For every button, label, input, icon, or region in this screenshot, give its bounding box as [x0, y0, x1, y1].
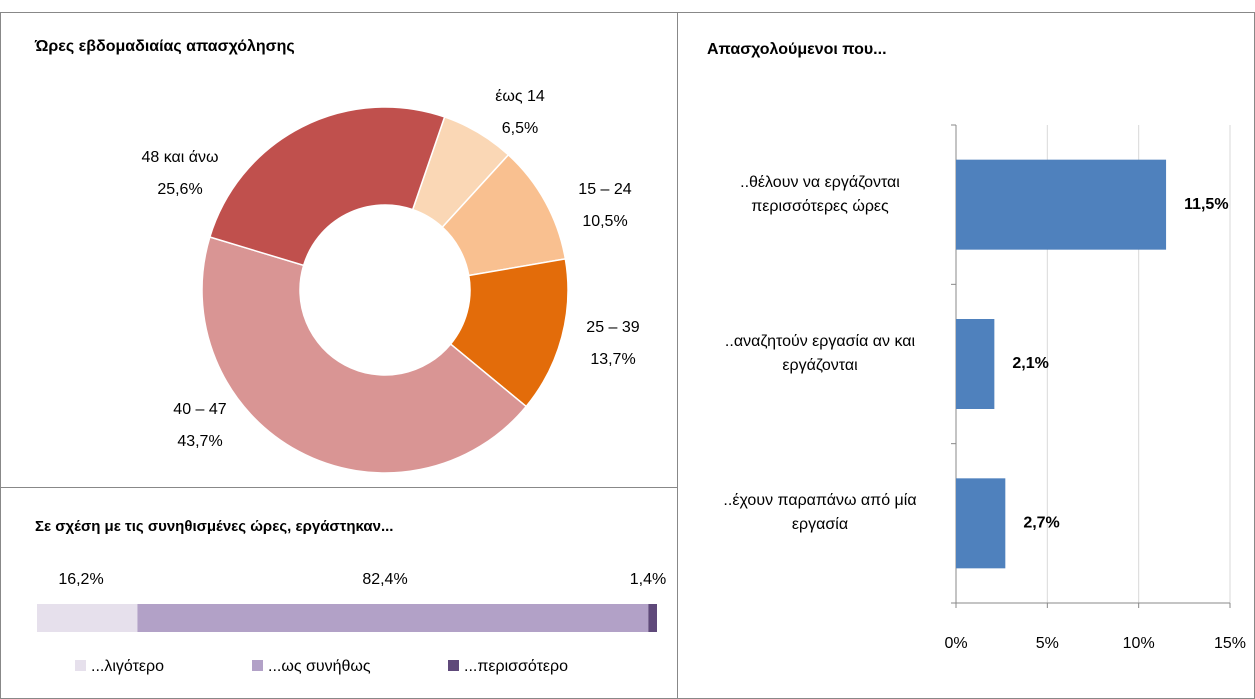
slice-label: 25 – 39	[586, 319, 639, 336]
category-label-box: ..αναζητούν εργασία αν και εργάζονται	[724, 333, 916, 374]
slice-label: 40 – 47	[173, 401, 226, 418]
slice-value-label: 43,7%	[177, 433, 222, 450]
slice-label: έως 14	[495, 88, 545, 105]
legend-label: ...ως συνήθως	[268, 658, 371, 675]
stack-segment	[137, 604, 649, 632]
x-tick-label: 15%	[1214, 635, 1246, 652]
segment-label: 82,4%	[362, 571, 407, 588]
y-tick-label: ..έχουν παραπάνω από μία εργασία	[723, 492, 917, 534]
hbar-title: Απασχολούμενοι που...	[707, 41, 887, 58]
slice-value-label: 10,5%	[582, 213, 627, 230]
bar	[956, 478, 1006, 569]
x-tick-label: 0%	[944, 635, 967, 652]
donut-slice	[208, 106, 446, 267]
y-tick-label: ..θέλουν να εργάζονται περισσότερες ώρες	[740, 173, 900, 215]
stack-title: Σε σχέση με τις συνηθισμένες ώρες, εργάσ…	[35, 518, 393, 535]
value-label: 2,1%	[1012, 355, 1048, 372]
slice-label: 15 – 24	[578, 181, 631, 198]
slice-value-label: 25,6%	[157, 181, 202, 198]
donut-title: Ώρες εβδομαδιαίας απασχόλησης	[34, 38, 295, 55]
legend-swatch	[448, 660, 459, 671]
legend-label: ...περισσότερο	[464, 658, 568, 675]
donut-slice	[201, 236, 528, 474]
segment-label: 1,4%	[630, 571, 666, 588]
y-tick-label: ..αναζητούν εργασία αν και εργάζονται	[724, 333, 916, 374]
value-label: 11,5%	[1184, 196, 1228, 213]
bar	[956, 319, 995, 409]
stack-segment	[37, 604, 138, 632]
category-label-box: ..έχουν παραπάνω από μία εργασία	[723, 492, 917, 534]
legend-swatch	[252, 660, 263, 671]
legend-swatch	[75, 660, 86, 671]
x-tick-label: 10%	[1123, 635, 1155, 652]
bar	[956, 159, 1167, 250]
value-label: 2,7%	[1023, 515, 1059, 532]
segment-label: 16,2%	[58, 571, 103, 588]
slice-value-label: 6,5%	[502, 120, 538, 137]
slice-label: 48 και άνω	[141, 149, 218, 166]
category-label-box: ..θέλουν να εργάζονται περισσότερες ώρες	[740, 173, 900, 215]
legend-label: ...λιγότερο	[91, 658, 164, 675]
x-tick-label: 5%	[1036, 635, 1059, 652]
slice-value-label: 13,7%	[590, 351, 635, 368]
stack-segment	[648, 604, 657, 632]
